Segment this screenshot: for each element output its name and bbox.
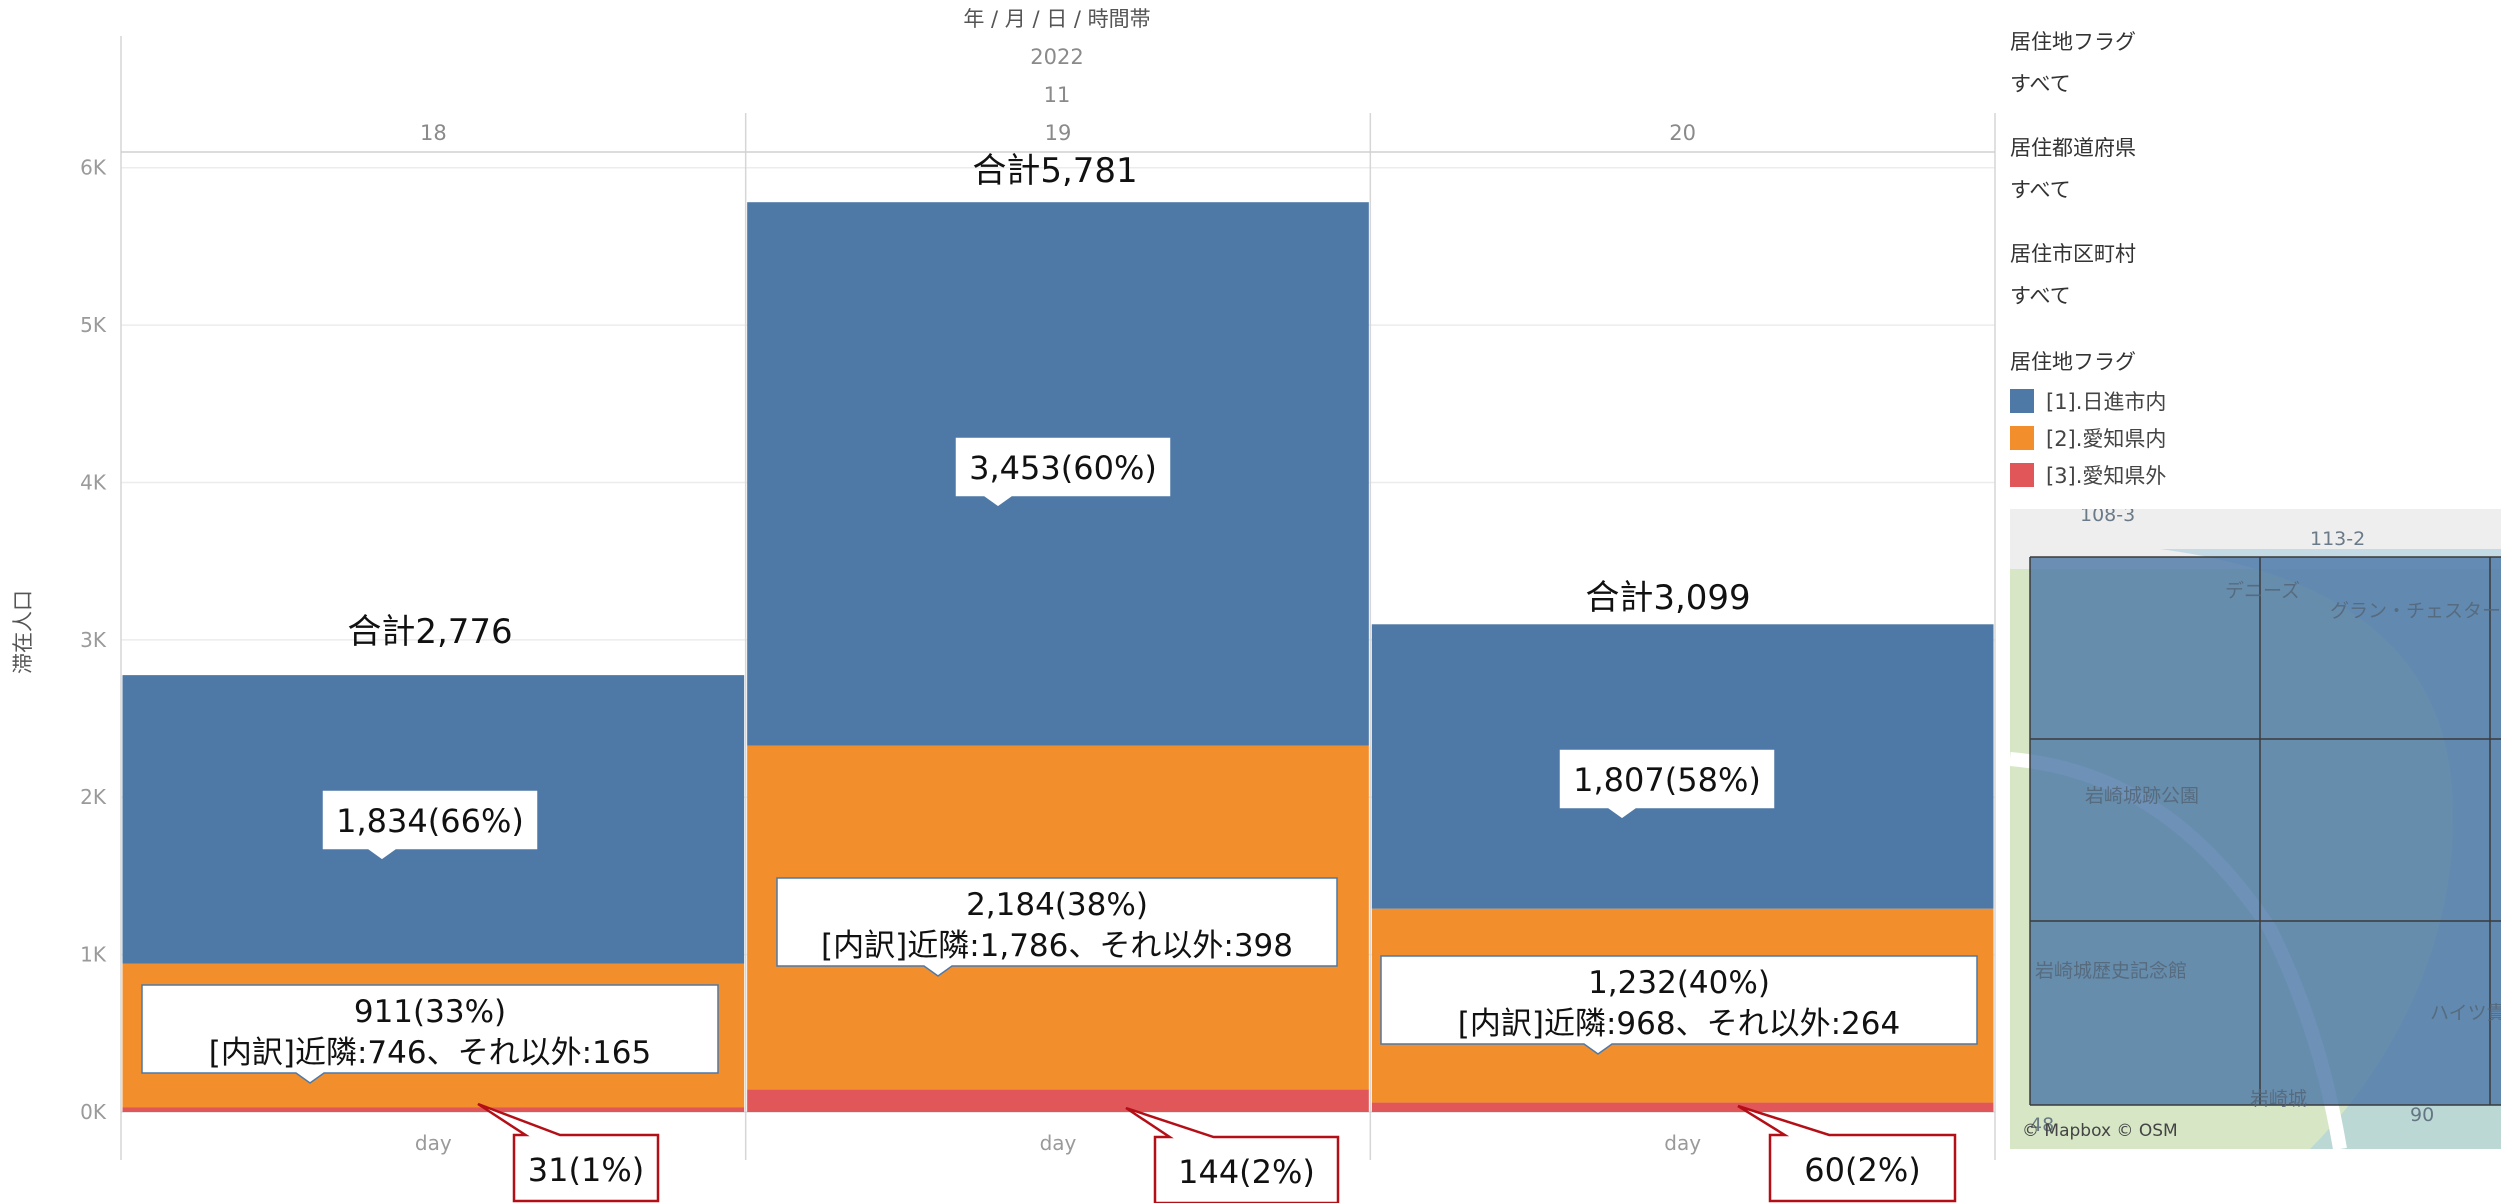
orange-breakdown-label: [内訳]近隣:1,786、それ以外:398 — [821, 928, 1293, 964]
y-axis: 0K 1K 2K 3K 4K 5K 6K — [80, 156, 107, 1124]
callout-box — [954, 436, 1172, 508]
y-tick-label: 6K — [80, 156, 107, 180]
map[interactable]: 113-2 デニーズグラン・チェスター岩崎城跡公園岩崎城歴史記念館岩崎城 ハイツ貴 4… — [2010, 509, 2501, 1149]
legend-item[interactable]: [1].日進市内 — [2010, 382, 2166, 419]
map-place-label: 岩崎城 — [2250, 1088, 2307, 1110]
blue-value-label: 1,834(66%) — [336, 802, 524, 840]
day-header: 20 — [1669, 121, 1696, 145]
filter-title: 居住市区町村 — [2010, 242, 2136, 266]
legend-item[interactable]: [3].愛知県外 — [2010, 456, 2166, 493]
map-grid-overlay — [2030, 557, 2501, 1105]
bar-segment — [1371, 1102, 1994, 1112]
column-header: 年 / 月 / 日 / 時間帯 2022 11 18 day 19 day 20 day — [415, 7, 1701, 1155]
filter-value[interactable]: すべて — [2010, 178, 2071, 202]
filter-group[interactable]: 居住市区町村 すべて — [2010, 238, 2136, 310]
legend-label: [3].愛知県外 — [2046, 463, 2167, 488]
stacked-bar-chart: 年 / 月 / 日 / 時間帯 2022 11 18day19day20day … — [11, 7, 1996, 1203]
filter-value[interactable]: すべて — [2010, 284, 2071, 308]
red-callout-box — [1737, 1104, 1957, 1203]
total-label: 合計3,099 — [1585, 578, 1750, 618]
orange-breakdown-label: [内訳]近隣:968、それ以外:264 — [1458, 1006, 1900, 1042]
callout-box — [1380, 955, 1978, 1055]
orange-value-label: 2,184(38%) — [966, 887, 1148, 923]
y-tick-label: 4K — [80, 470, 107, 494]
red-value-label: 60(2%) — [1804, 1151, 1920, 1189]
blue-value-label: 3,453(60%) — [969, 449, 1157, 487]
legend-title: 居住地フラグ — [2010, 350, 2136, 374]
y-tick-label: 0K — [80, 1100, 107, 1124]
header-month: 11 — [1044, 83, 1071, 107]
legend: 居住地フラグ [1].日進市内 [2].愛知県内 [3].愛知県外 — [2010, 346, 2166, 493]
map-place-label: グラン・チェスター — [2330, 600, 2501, 622]
callout-box — [141, 984, 719, 1084]
legend-item[interactable]: [2].愛知県内 — [2010, 419, 2166, 456]
map-place-label: 90 — [2410, 1104, 2434, 1126]
x-tick-label: day — [1040, 1131, 1077, 1155]
day-header: 18 — [420, 121, 447, 145]
header-title: 年 / 月 / 日 / 時間帯 — [963, 7, 1150, 31]
red-callout-box — [477, 1102, 660, 1203]
map-credit: © Mapbox © OSM — [2022, 1121, 2178, 1141]
total-label: 合計2,776 — [347, 612, 512, 652]
y-tick-label: 5K — [80, 313, 107, 337]
filter-value[interactable]: すべて — [2010, 72, 2071, 96]
map-place-label: ハイツ貴 — [2430, 1002, 2501, 1024]
map-place-label: 48 — [2030, 1114, 2054, 1136]
map-place-label: デニーズ — [2225, 580, 2300, 602]
map-place-label: 108-3 — [2080, 509, 2135, 526]
callout-box — [776, 877, 1338, 977]
orange-value-label: 1,232(40%) — [1588, 965, 1770, 1001]
red-value-label: 31(1%) — [528, 1151, 644, 1189]
filter-title: 居住都道府県 — [2010, 136, 2136, 160]
y-tick-label: 2K — [80, 785, 107, 809]
y-tick-label: 3K — [80, 628, 107, 652]
map-place-label: 岩崎城歴史記念館 — [2035, 959, 2187, 982]
y-axis-label: 滞在人口 — [11, 590, 35, 674]
bar-segment — [747, 1089, 1369, 1112]
side-panel: 居住地フラグ すべて 居住都道府県 すべて 居住市区町村 すべて 居住地フラグ [1].日… — [2010, 26, 2501, 1203]
red-callout-box — [1125, 1106, 1340, 1203]
x-tick-label: day — [415, 1131, 452, 1155]
orange-breakdown-label: [内訳]近隣:746、それ以外:165 — [209, 1035, 651, 1071]
map-place-label: 岩崎城跡公園 — [2085, 785, 2199, 807]
y-tick-label: 1K — [80, 943, 107, 967]
orange-value-label: 911(33%) — [354, 994, 506, 1030]
bar-segment — [122, 1107, 745, 1112]
day-header: 19 — [1045, 121, 1072, 145]
filter-group[interactable]: 居住都道府県 すべて — [2010, 132, 2136, 204]
x-tick-label: day — [1664, 1131, 1701, 1155]
header-year: 2022 — [1030, 45, 1083, 69]
map-place-label: 113-2 — [2310, 528, 2365, 550]
filter-group[interactable]: 居住地フラグ すべて — [2010, 26, 2136, 98]
data-labels: 合計2,776 1,834(66%) 911(33%) [内訳]近隣:746、それ以外… — [141, 151, 1978, 1203]
red-value-label: 144(2%) — [1178, 1153, 1315, 1191]
legend-swatch — [2010, 388, 2034, 413]
legend-swatch — [2010, 425, 2034, 450]
callout-box — [1558, 748, 1776, 820]
total-label: 合計5,781 — [972, 151, 1137, 191]
legend-label: [1].日進市内 — [2046, 389, 2167, 414]
callout-box — [321, 789, 539, 861]
filter-title: 居住地フラグ — [2010, 30, 2136, 54]
blue-value-label: 1,807(58%) — [1573, 761, 1761, 799]
legend-swatch — [2010, 462, 2034, 487]
legend-label: [2].愛知県内 — [2046, 426, 2167, 451]
